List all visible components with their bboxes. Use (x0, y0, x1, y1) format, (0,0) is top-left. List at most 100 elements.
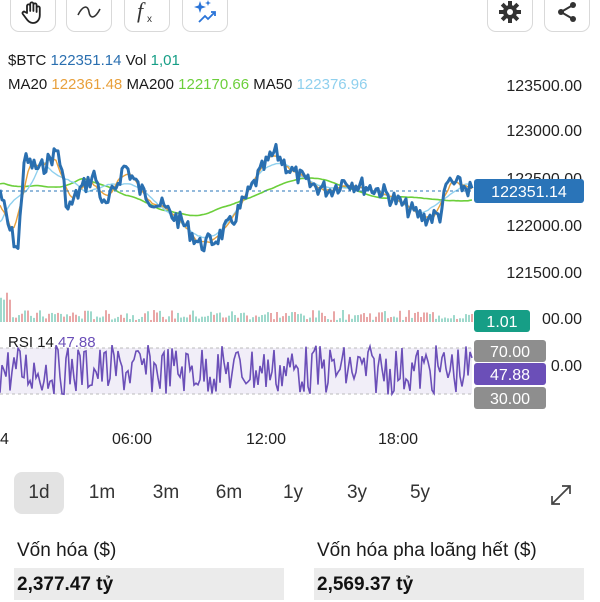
volume-bar (87, 310, 89, 322)
volume-bar (294, 312, 296, 322)
timeframe-3m[interactable]: 3m (152, 482, 180, 503)
volume-bar (456, 318, 458, 322)
volume-bar (363, 313, 365, 322)
volume-axis-label: 00.00 (542, 311, 582, 328)
volume-badge (474, 310, 530, 332)
legend-ma200-label: MA200 (126, 76, 174, 93)
rsi-line (0, 343, 473, 397)
settings-button[interactable] (487, 0, 533, 32)
volume-bar (198, 318, 200, 322)
timeframe-bar: 1d 1m 3m 6m 1y 3y 5y (0, 470, 600, 518)
volume-bar (417, 311, 419, 322)
volume-bar (345, 319, 347, 322)
volume-bar (39, 310, 41, 322)
volume-bar (153, 310, 155, 322)
volume-bar (339, 318, 341, 322)
price-badge-text: 122351.14 (491, 184, 567, 201)
volume-bar (279, 317, 281, 322)
rsi-value-badge-text: 47.88 (490, 367, 530, 384)
svg-text:x: x (147, 14, 152, 25)
volume-bar (51, 312, 53, 322)
volume-bar (129, 319, 131, 322)
volume-bar (75, 314, 77, 322)
timeframe-5y[interactable]: 5y (409, 482, 431, 503)
volume-bar (219, 312, 221, 322)
volume-bar (390, 317, 392, 322)
volume-bar (378, 312, 380, 322)
volume-bar (240, 313, 242, 322)
volume-bar (54, 314, 56, 322)
chart-canvas[interactable]: 123500.00123000.00122500.00122000.001215… (0, 40, 600, 460)
volume-bar (72, 312, 74, 322)
volume-bar (36, 312, 38, 322)
volume-bar (264, 314, 266, 322)
volume-bar (276, 312, 278, 322)
volume-bar (372, 319, 374, 322)
volume-bar (291, 312, 293, 322)
market-cap-value: 2,377.47 tỷ (17, 574, 114, 595)
volume-bar (30, 315, 32, 322)
fdv-box: 2,569.37 tỷ (314, 568, 584, 600)
volume-bar (174, 318, 176, 322)
volume-bar (273, 319, 275, 322)
volume-bar (468, 314, 470, 322)
wave-line-icon (77, 6, 101, 18)
timeframe-1m[interactable]: 1m (88, 482, 116, 503)
timeframe-3y[interactable]: 3y (346, 482, 368, 503)
volume-bar (123, 317, 125, 322)
volume-bar (303, 315, 305, 322)
rsi-upper-badge (474, 340, 546, 362)
volume-bar (231, 311, 233, 322)
volume-bar (438, 315, 440, 322)
volume-bar (102, 316, 104, 322)
volume-bar (6, 292, 8, 322)
share-icon (558, 2, 576, 22)
rsi-legend: RSI 14 47.88 (8, 334, 96, 351)
volume-bar (69, 316, 71, 322)
timeframe-6m[interactable]: 6m (215, 482, 243, 503)
volume-bar (144, 313, 146, 322)
volume-bar (351, 318, 353, 322)
timeframe-1y[interactable]: 1y (282, 482, 304, 503)
volume-bar (201, 316, 203, 322)
legend-ma50-value: 122376.96 (296, 76, 368, 93)
price-chart[interactable]: 123500.00123000.00122500.00122000.001215… (0, 40, 600, 460)
volume-bar (21, 313, 23, 322)
volume-bar (330, 319, 332, 322)
volume-bar (57, 312, 59, 322)
volume-bar (411, 317, 413, 322)
volume-bar (246, 315, 248, 322)
volume-bar (234, 315, 236, 322)
volume-bar (444, 317, 446, 322)
volume-bar (117, 316, 119, 322)
volume-bar (114, 318, 116, 322)
legend-ma20-label: MA20 (8, 76, 48, 93)
volume-bar (426, 312, 428, 322)
rsi-lower-badge (474, 387, 546, 409)
volume-bar (162, 316, 164, 322)
volume-bar (222, 317, 224, 322)
volume-bar (471, 313, 473, 322)
volume-bar (420, 317, 422, 322)
rsi-band (0, 348, 472, 394)
ai-tool-button[interactable] (182, 0, 228, 32)
volume-bar (423, 312, 425, 322)
line-tool-button[interactable] (66, 0, 112, 32)
volume-bar (348, 314, 350, 322)
expand-icon (551, 485, 571, 505)
price-line (0, 142, 474, 253)
timeframe-1d[interactable]: 1d (14, 472, 64, 514)
volume-bar (105, 310, 107, 322)
hand-tool-button[interactable] (10, 0, 56, 32)
volume-bar (180, 317, 182, 322)
volume-bar (45, 318, 47, 322)
volume-bar (18, 315, 20, 322)
volume-bar (189, 314, 191, 322)
expand-chart-button[interactable] (548, 482, 574, 508)
volume-bar (300, 313, 302, 322)
share-button[interactable] (544, 0, 590, 32)
volume-bar (3, 299, 5, 322)
hand-icon (21, 1, 41, 24)
